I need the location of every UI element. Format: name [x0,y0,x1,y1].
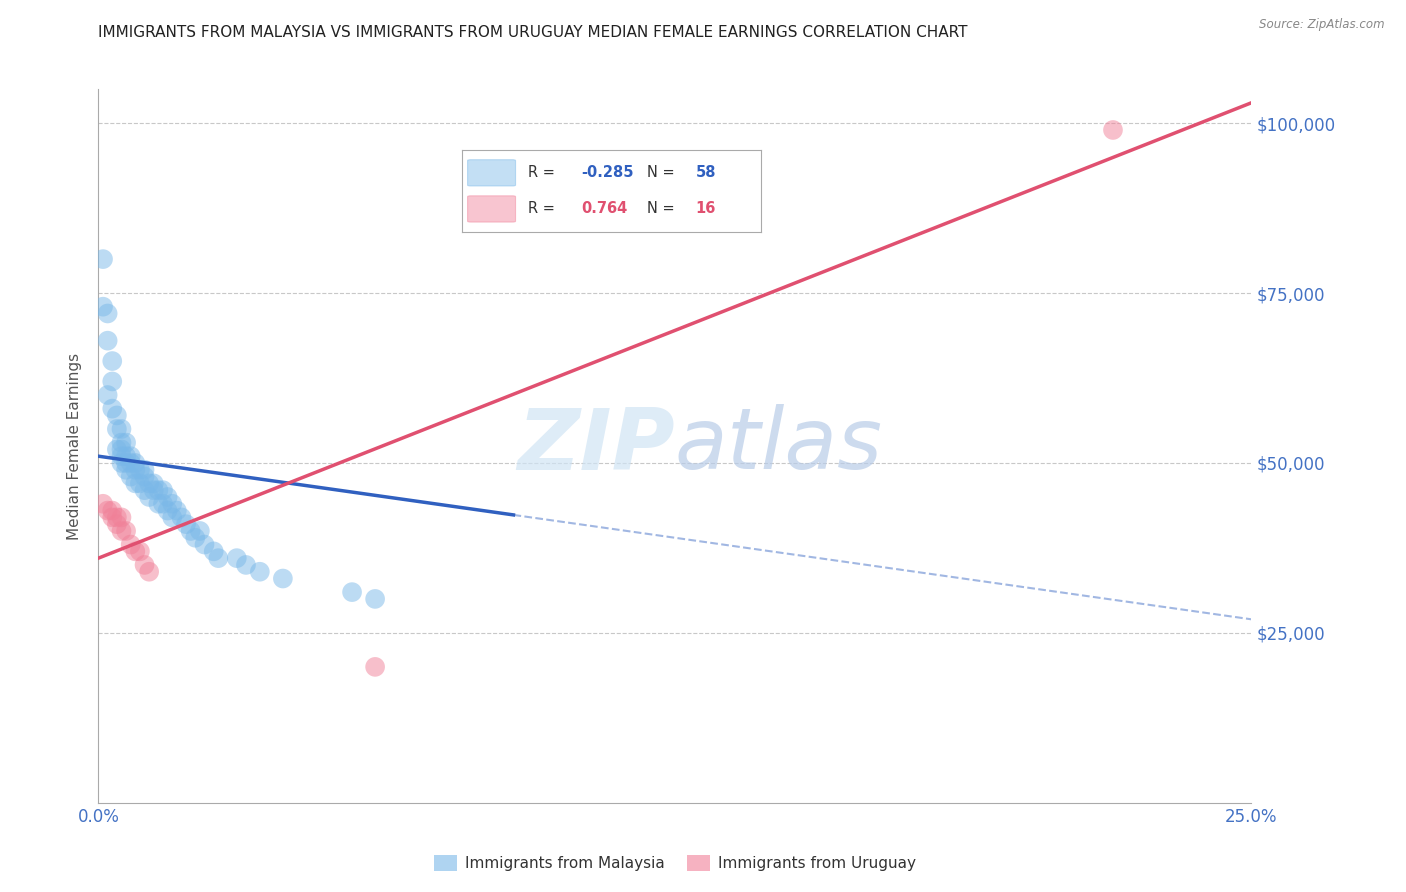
FancyBboxPatch shape [468,160,516,186]
Point [188,524,211,538]
Point [110,510,132,524]
Point [115,435,138,450]
Point [91,300,114,314]
Point [120,456,142,470]
Point [129,476,152,491]
Point [120,469,142,483]
Point [97,306,120,320]
Point [101,503,124,517]
Point [129,544,152,558]
Point [110,449,132,463]
Point [115,456,138,470]
Point [170,510,193,524]
Point [97,503,120,517]
Point [134,463,156,477]
Point [340,585,363,599]
Point [124,544,146,558]
Point [148,483,170,498]
Point [138,490,160,504]
Point [156,490,179,504]
Text: -0.285: -0.285 [582,165,634,180]
Text: R =: R = [527,165,554,180]
Point [120,537,142,551]
Point [271,572,294,586]
Point [202,544,225,558]
Point [105,510,128,524]
Point [101,354,124,368]
Text: atlas: atlas [675,404,883,488]
Point [97,334,120,348]
Point [124,456,146,470]
Point [115,524,138,538]
Point [97,388,120,402]
Point [91,497,114,511]
Point [148,497,170,511]
Point [225,551,247,566]
Text: 16: 16 [696,202,716,217]
Point [105,442,128,457]
Point [101,401,124,416]
Point [120,449,142,463]
Text: Source: ZipAtlas.com: Source: ZipAtlas.com [1260,18,1385,31]
Point [156,503,179,517]
Point [105,409,128,423]
Point [174,517,197,532]
Point [142,476,165,491]
Point [180,524,202,538]
Point [235,558,257,572]
Text: N =: N = [647,165,675,180]
Point [166,503,188,517]
Point [110,435,132,450]
Point [110,456,132,470]
Point [110,524,132,538]
Point [110,422,132,436]
Point [152,497,174,511]
Point [91,252,114,266]
Text: 0.764: 0.764 [582,202,627,217]
Point [138,565,160,579]
Point [152,483,174,498]
Point [364,591,387,606]
Point [115,463,138,477]
Point [207,551,229,566]
Point [193,537,215,551]
Point [138,476,160,491]
Point [129,463,152,477]
FancyBboxPatch shape [468,196,516,222]
Point [101,375,124,389]
Point [134,469,156,483]
Point [160,510,183,524]
Text: ZIP: ZIP [517,404,675,488]
Point [184,531,207,545]
Text: R =: R = [527,202,554,217]
Point [105,422,128,436]
Point [160,497,183,511]
Point [105,517,128,532]
Point [134,483,156,498]
Point [364,660,387,674]
Text: N =: N = [647,202,675,217]
Point [124,476,146,491]
Point [124,463,146,477]
Text: 58: 58 [696,165,716,180]
Point [101,510,124,524]
Point [1102,123,1125,137]
Point [110,442,132,457]
Y-axis label: Median Female Earnings: Median Female Earnings [67,352,83,540]
Point [115,449,138,463]
Text: IMMIGRANTS FROM MALAYSIA VS IMMIGRANTS FROM URUGUAY MEDIAN FEMALE EARNINGS CORRE: IMMIGRANTS FROM MALAYSIA VS IMMIGRANTS F… [98,25,967,40]
Point [249,565,271,579]
Legend: Immigrants from Malaysia, Immigrants from Uruguay: Immigrants from Malaysia, Immigrants fro… [427,849,922,877]
Point [142,483,165,498]
Point [134,558,156,572]
